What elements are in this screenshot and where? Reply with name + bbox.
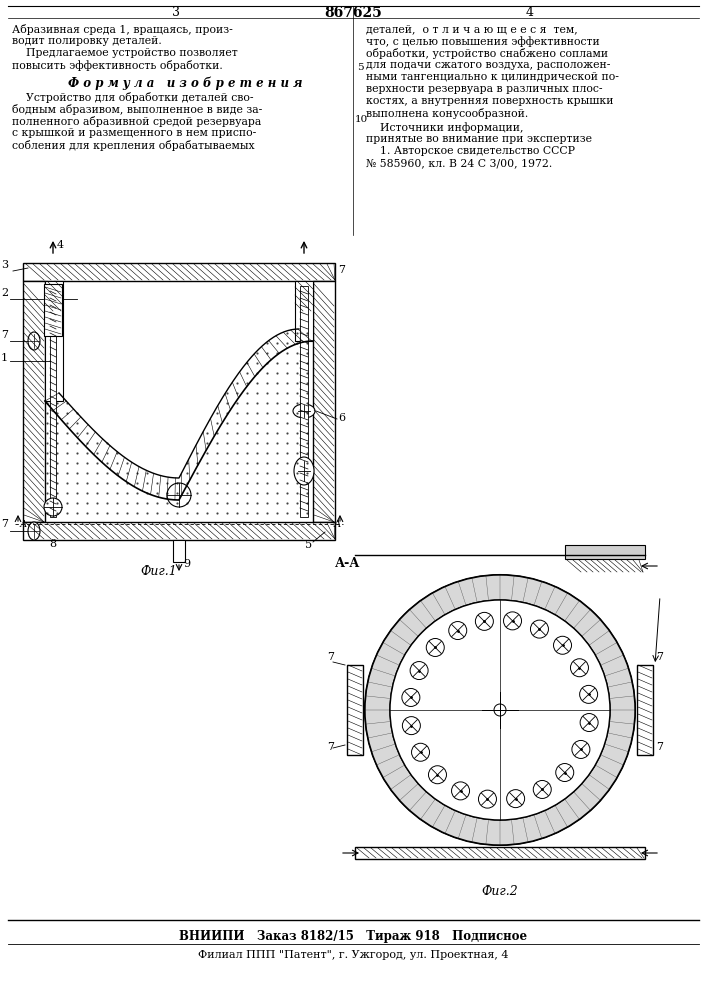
Text: 7: 7 bbox=[656, 742, 663, 752]
Circle shape bbox=[556, 764, 574, 782]
Text: № 585960, кл. В 24 С 3/00, 1972.: № 585960, кл. В 24 С 3/00, 1972. bbox=[366, 158, 552, 168]
Circle shape bbox=[572, 740, 590, 758]
Text: для подачи сжатого воздуха, расположен-: для подачи сжатого воздуха, расположен- bbox=[366, 60, 610, 70]
Bar bbox=[355, 847, 645, 859]
Text: Абразивная среда 1, вращаясь, произ-: Абразивная среда 1, вращаясь, произ- bbox=[12, 24, 233, 35]
Ellipse shape bbox=[294, 457, 314, 485]
Text: 5: 5 bbox=[357, 63, 363, 72]
Circle shape bbox=[530, 620, 549, 638]
Text: 7: 7 bbox=[1, 519, 8, 529]
Bar bbox=[173, 540, 185, 562]
Text: принятые во внимание при экспертизе: принятые во внимание при экспертизе bbox=[366, 134, 592, 144]
Bar bbox=[23, 522, 335, 540]
Circle shape bbox=[44, 498, 62, 516]
Text: ВНИИПИ   Заказ 8182/15   Тираж 918   Подписное: ВНИИПИ Заказ 8182/15 Тираж 918 Подписное bbox=[179, 930, 527, 943]
Text: Ф о р м у л а   и з о б р е т е н и я: Ф о р м у л а и з о б р е т е н и я bbox=[68, 76, 303, 90]
Circle shape bbox=[452, 782, 469, 800]
Circle shape bbox=[503, 612, 522, 630]
Text: А: А bbox=[20, 520, 28, 529]
Text: А-А: А-А bbox=[335, 557, 361, 570]
Ellipse shape bbox=[28, 522, 40, 540]
Text: 7: 7 bbox=[327, 652, 334, 662]
Text: повысить эффективность обработки.: повысить эффективность обработки. bbox=[12, 60, 223, 71]
Ellipse shape bbox=[28, 332, 40, 350]
Circle shape bbox=[426, 638, 444, 656]
Circle shape bbox=[554, 636, 571, 654]
Text: 7: 7 bbox=[1, 330, 8, 340]
Text: выполнена конусообразной.: выполнена конусообразной. bbox=[366, 108, 528, 119]
Bar bbox=[300, 286, 308, 517]
Text: 8: 8 bbox=[49, 539, 56, 549]
Text: верхности резервуара в различных плос-: верхности резервуара в различных плос- bbox=[366, 84, 602, 94]
Text: 10: 10 bbox=[355, 115, 368, 124]
Circle shape bbox=[580, 714, 598, 732]
Circle shape bbox=[428, 766, 447, 784]
Text: бодным абразивом, выполненное в виде за-: бодным абразивом, выполненное в виде за- bbox=[12, 104, 262, 115]
Text: Фиг.2: Фиг.2 bbox=[481, 885, 518, 898]
Circle shape bbox=[390, 600, 610, 820]
Ellipse shape bbox=[293, 404, 315, 418]
Circle shape bbox=[411, 743, 430, 761]
Circle shape bbox=[571, 659, 588, 677]
Bar bbox=[565, 545, 645, 559]
Text: 7: 7 bbox=[327, 742, 334, 752]
Text: Источники информации,: Источники информации, bbox=[366, 122, 523, 133]
Bar bbox=[50, 286, 56, 517]
Text: Филиал ППП "Патент", г. Ужгород, ул. Проектная, 4: Филиал ППП "Патент", г. Ужгород, ул. Про… bbox=[198, 950, 508, 960]
Text: 3: 3 bbox=[172, 6, 180, 19]
Bar bbox=[637, 665, 653, 755]
Text: Фиг.1: Фиг.1 bbox=[141, 565, 177, 578]
Text: собления для крепления обрабатываемых: собления для крепления обрабатываемых bbox=[12, 140, 255, 151]
Text: водит полировку деталей.: водит полировку деталей. bbox=[12, 36, 162, 46]
Text: Предлагаемое устройство позволяет: Предлагаемое устройство позволяет bbox=[12, 48, 238, 58]
Text: 867625: 867625 bbox=[324, 6, 382, 20]
Text: ными тангенциально к цилиндрической по-: ными тангенциально к цилиндрической по- bbox=[366, 72, 619, 82]
Text: полненного абразивной средой резервуара: полненного абразивной средой резервуара bbox=[12, 116, 262, 127]
Bar bbox=[44, 284, 62, 336]
Bar bbox=[23, 263, 335, 281]
Text: 4: 4 bbox=[57, 240, 64, 250]
Text: 6: 6 bbox=[338, 413, 345, 423]
Circle shape bbox=[475, 612, 493, 630]
Text: с крышкой и размещенного в нем приспо-: с крышкой и размещенного в нем приспо- bbox=[12, 128, 256, 138]
Circle shape bbox=[449, 622, 467, 640]
Circle shape bbox=[494, 704, 506, 716]
Text: деталей,  о т л и ч а ю щ е е с я  тем,: деталей, о т л и ч а ю щ е е с я тем, bbox=[366, 24, 578, 34]
Text: 9: 9 bbox=[183, 559, 190, 569]
Bar bbox=[347, 665, 363, 755]
Circle shape bbox=[167, 483, 191, 507]
Text: 2: 2 bbox=[1, 288, 8, 298]
Text: 5: 5 bbox=[305, 540, 312, 550]
Circle shape bbox=[507, 790, 525, 808]
Circle shape bbox=[533, 780, 551, 798]
Bar bbox=[295, 281, 313, 341]
Text: 3: 3 bbox=[1, 260, 8, 270]
Circle shape bbox=[365, 575, 635, 845]
Circle shape bbox=[479, 790, 496, 808]
Text: костях, а внутренняя поверхность крышки: костях, а внутренняя поверхность крышки bbox=[366, 96, 614, 106]
Bar bbox=[45, 281, 63, 401]
Text: А: А bbox=[334, 520, 341, 529]
Text: 1. Авторское свидетельство СССР: 1. Авторское свидетельство СССР bbox=[366, 146, 575, 156]
Text: 7: 7 bbox=[338, 265, 345, 275]
Circle shape bbox=[580, 685, 597, 703]
Circle shape bbox=[402, 688, 420, 706]
Circle shape bbox=[410, 662, 428, 680]
Bar bbox=[313, 281, 335, 522]
Text: 4: 4 bbox=[526, 6, 534, 19]
Text: обработки, устройство снабжено соплами: обработки, устройство снабжено соплами bbox=[366, 48, 608, 59]
Text: что, с целью повышения эффективности: что, с целью повышения эффективности bbox=[366, 36, 600, 47]
Text: 7: 7 bbox=[656, 652, 663, 662]
Bar bbox=[23, 281, 45, 522]
Text: Устройство для обработки деталей сво-: Устройство для обработки деталей сво- bbox=[12, 92, 254, 103]
Circle shape bbox=[402, 717, 421, 735]
Text: 1: 1 bbox=[1, 353, 8, 363]
